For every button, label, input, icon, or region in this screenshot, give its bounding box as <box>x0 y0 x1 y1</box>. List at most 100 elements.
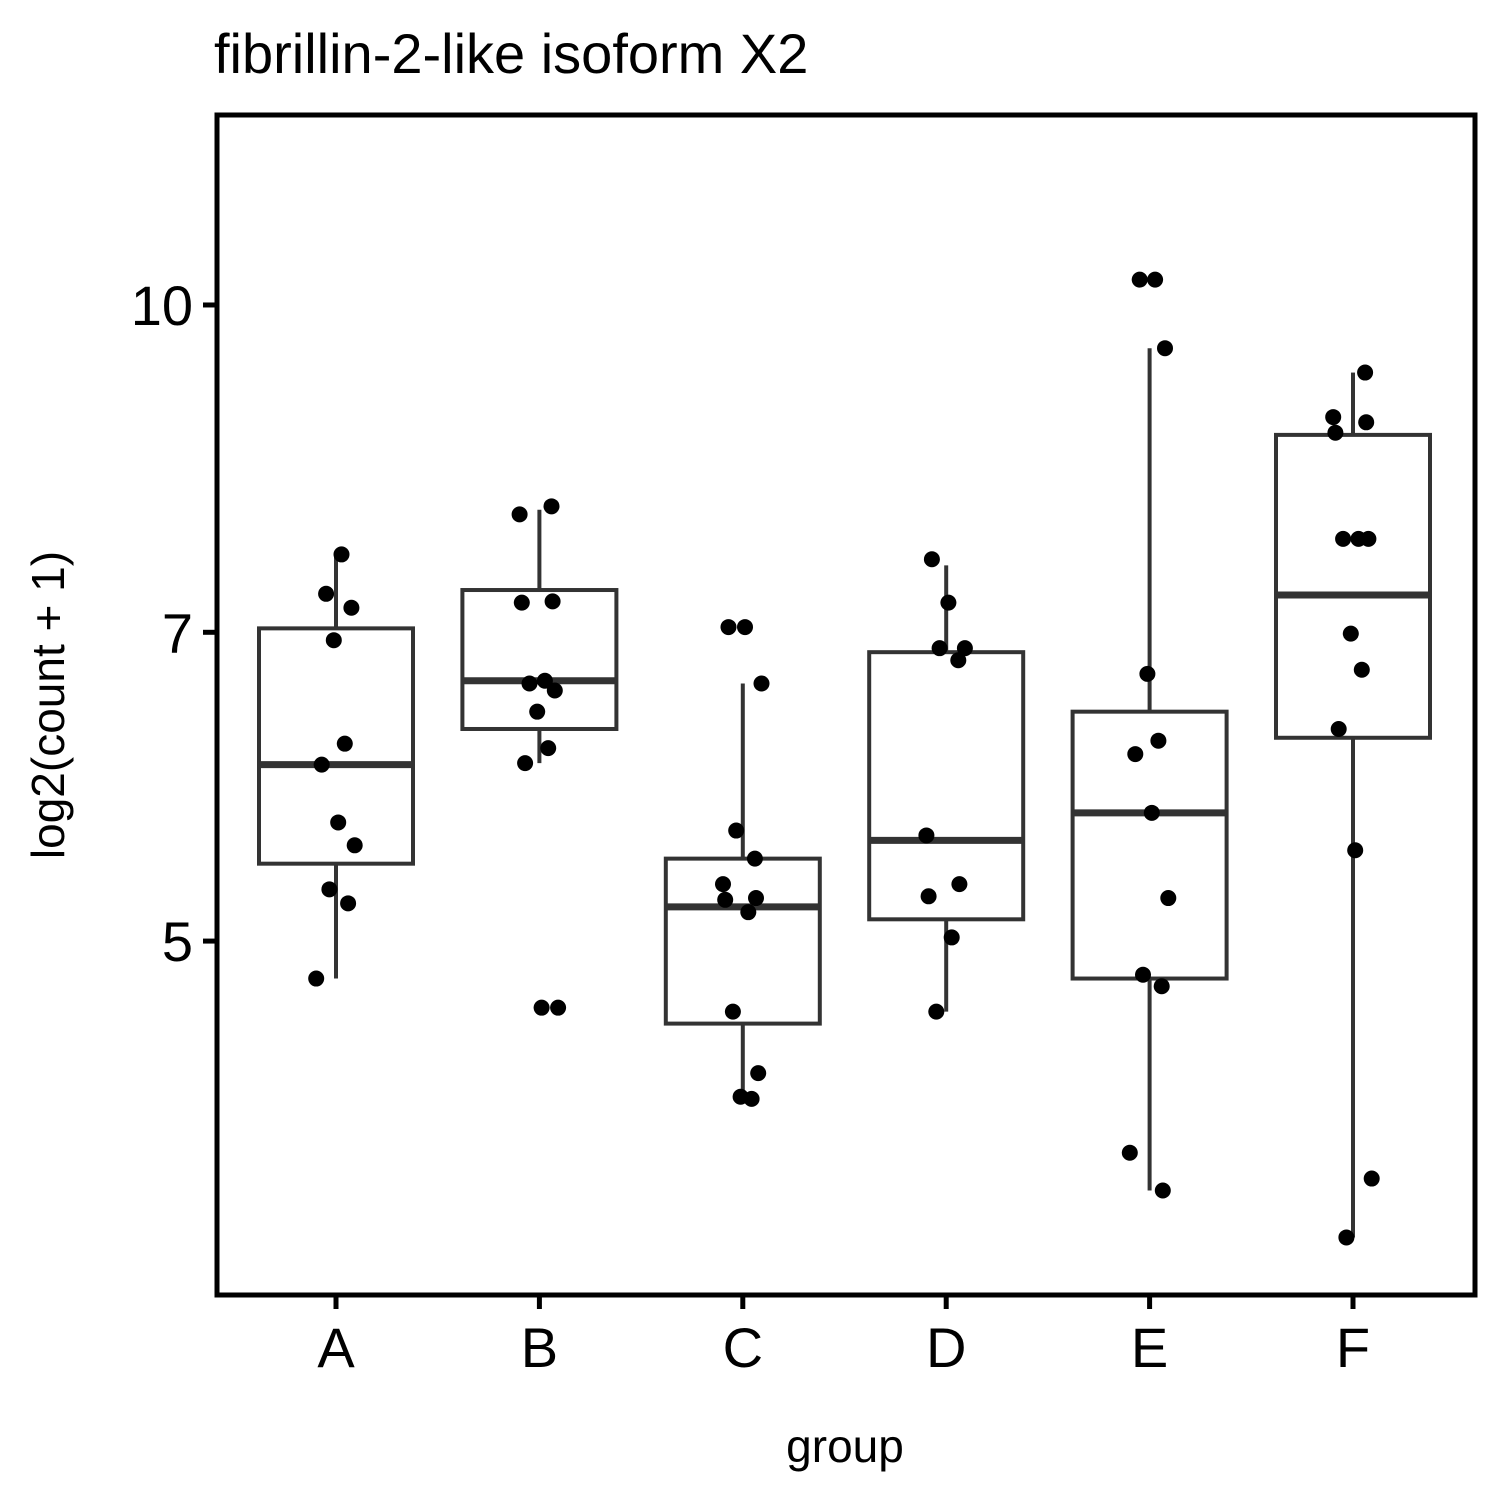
data-point <box>340 895 357 912</box>
plot-area <box>257 271 1432 1246</box>
plot-frame <box>214 112 1478 1298</box>
data-point <box>1335 530 1352 547</box>
box-group-f <box>1274 372 1432 1238</box>
data-point <box>540 740 557 757</box>
x-axis-title: group <box>786 1420 904 1472</box>
x-tick-label: C <box>723 1316 763 1379</box>
data-point <box>737 619 753 636</box>
box-group-b <box>460 509 619 764</box>
data-point <box>321 881 338 898</box>
points-f <box>1325 364 1380 1246</box>
data-point <box>1147 271 1164 288</box>
data-point <box>1347 842 1364 859</box>
data-point <box>920 888 937 905</box>
data-point <box>753 675 770 692</box>
data-point <box>546 682 563 699</box>
x-tick-label: F <box>1336 1316 1370 1379</box>
data-point <box>1139 665 1156 682</box>
data-point <box>928 1003 945 1020</box>
data-point <box>940 594 957 611</box>
box-group-e <box>1070 348 1229 1191</box>
data-point <box>732 1088 749 1105</box>
data-point <box>1157 340 1173 357</box>
data-point <box>717 891 734 908</box>
box <box>867 650 1026 922</box>
data-point <box>750 1065 767 1082</box>
box <box>663 856 822 1026</box>
data-point <box>544 593 561 610</box>
data-point <box>951 876 968 893</box>
x-tick-label: D <box>926 1316 966 1379</box>
data-point <box>511 506 528 523</box>
data-point <box>517 755 534 772</box>
data-point <box>724 1003 741 1020</box>
data-point <box>715 876 731 893</box>
data-point <box>1325 409 1342 426</box>
data-point <box>529 703 546 720</box>
box <box>1274 432 1432 740</box>
data-point <box>1154 1182 1171 1199</box>
data-point <box>521 675 538 692</box>
data-point <box>1327 424 1344 441</box>
data-point <box>931 640 948 657</box>
data-point <box>1357 364 1374 381</box>
box-group-d <box>867 565 1026 1012</box>
y-tick-label: 5 <box>162 910 193 973</box>
data-point <box>1160 890 1177 907</box>
data-point <box>1131 271 1148 288</box>
data-point <box>1358 414 1375 431</box>
data-point <box>728 822 745 839</box>
data-point <box>923 551 940 568</box>
x-tick-label: E <box>1131 1316 1168 1379</box>
points-c <box>715 619 770 1107</box>
y-axis-title: log2(count + 1) <box>22 551 74 859</box>
x-tick-label: A <box>317 1316 355 1379</box>
points-d <box>918 551 973 1020</box>
data-point <box>550 999 567 1016</box>
data-point <box>746 850 763 867</box>
data-point <box>1330 720 1347 737</box>
data-point <box>333 546 350 563</box>
data-point <box>748 890 764 907</box>
data-point <box>956 640 973 657</box>
data-point <box>1121 1144 1138 1161</box>
data-point <box>1350 530 1367 547</box>
data-point <box>1135 966 1151 983</box>
box-group-c <box>663 683 822 1104</box>
y-tick-label: 10 <box>131 274 193 337</box>
data-point <box>536 672 553 689</box>
data-point <box>1127 746 1144 763</box>
data-point <box>343 599 360 616</box>
x-axis: A B C D E F <box>317 1295 1370 1379</box>
data-point <box>313 756 330 773</box>
data-point <box>336 735 353 752</box>
data-point <box>1153 978 1170 995</box>
data-point <box>1143 804 1160 821</box>
y-tick-label: 7 <box>162 601 193 664</box>
data-point <box>1353 661 1370 678</box>
data-point <box>1338 1229 1355 1246</box>
chart-title: fibrillin-2-like isoform X2 <box>214 22 808 85</box>
data-point <box>318 585 335 602</box>
data-point <box>543 498 560 515</box>
y-axis: 5 7 10 <box>131 274 217 973</box>
points-b <box>511 498 567 1016</box>
data-point <box>308 970 325 987</box>
data-point <box>740 904 757 921</box>
points-a <box>308 546 363 987</box>
data-point <box>918 827 935 844</box>
data-point <box>346 837 363 854</box>
data-point <box>950 652 967 669</box>
data-point <box>325 632 342 649</box>
data-point <box>330 814 347 831</box>
data-point <box>533 999 550 1016</box>
data-point <box>513 594 530 611</box>
points-e <box>1121 271 1177 1199</box>
data-point <box>943 929 960 946</box>
data-point <box>1150 732 1167 749</box>
x-tick-label: B <box>521 1316 558 1379</box>
data-point <box>1342 625 1359 642</box>
box-group-a <box>257 556 415 979</box>
box <box>1070 709 1229 981</box>
